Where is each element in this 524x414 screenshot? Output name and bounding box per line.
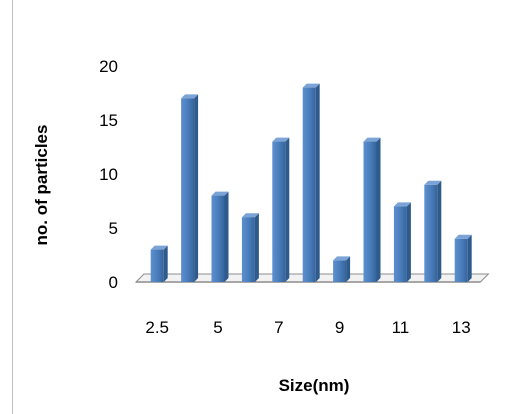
- y-tick-label-20: 20: [99, 57, 118, 76]
- bar-10: [363, 137, 381, 282]
- x-tick-label-7: 7: [274, 318, 283, 337]
- y-tick-label-0: 0: [109, 273, 118, 292]
- y-tick-label-15: 15: [99, 111, 118, 130]
- x-tick-label-9: 9: [335, 318, 344, 337]
- bar-series: [150, 83, 472, 283]
- y-axis-label: no. of particles: [32, 124, 51, 246]
- bar-4: [181, 94, 199, 283]
- y-axis-ticks: 0 5 10 15 20: [99, 57, 118, 292]
- bar-7: [272, 137, 290, 282]
- bar-12: [424, 180, 442, 282]
- x-tick-label-11: 11: [392, 318, 410, 337]
- y-tick-label-5: 5: [109, 219, 118, 238]
- x-tick-label-2.5: 2.5: [145, 318, 169, 337]
- bar-8: [302, 83, 320, 282]
- bar-2.5: [150, 245, 168, 282]
- bar-13: [454, 234, 472, 282]
- bar-5: [211, 191, 229, 282]
- y-tick-label-10: 10: [99, 165, 118, 184]
- bar-6: [241, 213, 259, 282]
- bar-9: [333, 256, 351, 282]
- x-axis-label: Size(nm): [278, 376, 350, 395]
- x-axis-ticks: 2.5 5 7 9 11 13: [145, 318, 470, 337]
- x-tick-label-13: 13: [452, 318, 471, 337]
- left-border-line: [12, 0, 13, 414]
- x-tick-label-5: 5: [213, 318, 222, 337]
- bar-11: [393, 202, 411, 282]
